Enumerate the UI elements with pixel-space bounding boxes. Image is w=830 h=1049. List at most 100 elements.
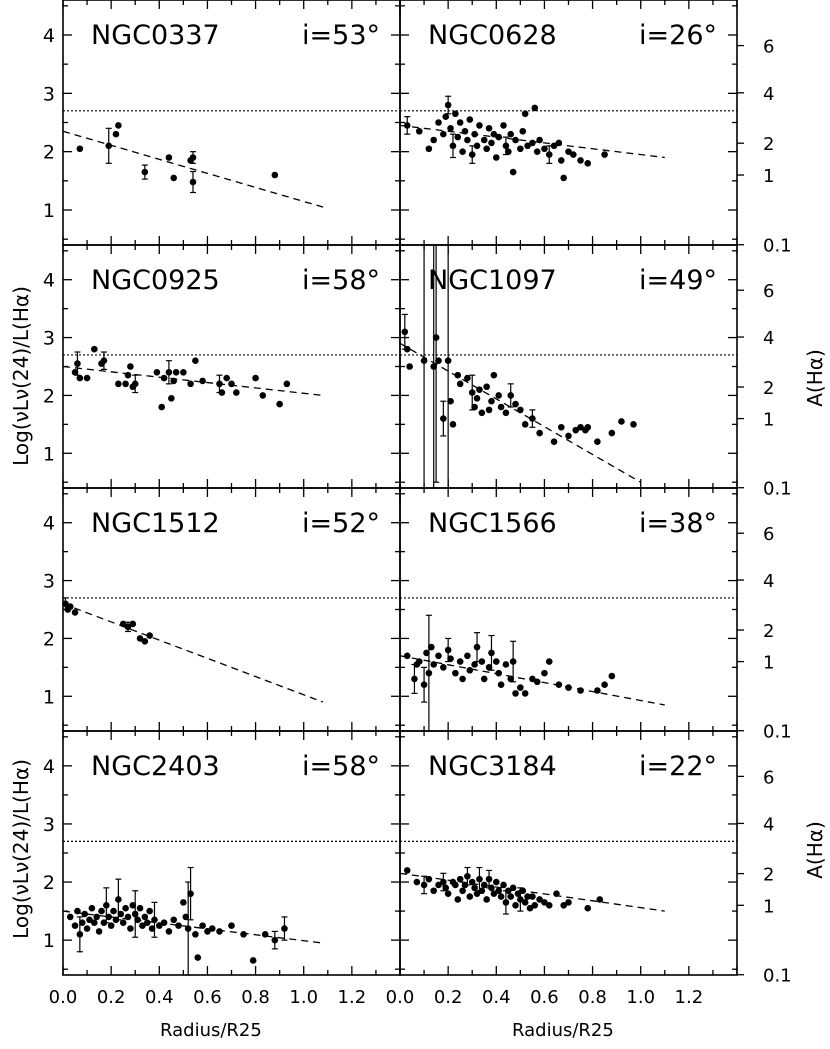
data-point bbox=[456, 380, 464, 388]
data-point bbox=[165, 154, 173, 161]
inclination-label: i=58° bbox=[302, 265, 380, 296]
data-point bbox=[440, 664, 447, 671]
data-point bbox=[509, 884, 517, 892]
data-point bbox=[141, 168, 149, 176]
data-point bbox=[452, 881, 459, 889]
a-tick-label: 1 bbox=[763, 166, 774, 187]
data-point bbox=[71, 368, 79, 376]
data-point bbox=[83, 374, 91, 382]
data-point bbox=[464, 652, 471, 660]
data-point bbox=[271, 936, 279, 944]
data-point bbox=[423, 649, 430, 657]
data-point bbox=[411, 675, 418, 683]
data-point bbox=[521, 110, 529, 118]
data-point bbox=[452, 110, 459, 118]
y-tick-label: 4 bbox=[43, 25, 55, 47]
data-point bbox=[151, 916, 158, 924]
inclination-label: i=38° bbox=[639, 508, 717, 539]
data-point bbox=[440, 878, 447, 886]
data-point bbox=[473, 142, 481, 150]
data-point bbox=[468, 878, 476, 886]
data-point bbox=[565, 432, 572, 440]
data-point bbox=[512, 136, 519, 144]
data-point bbox=[485, 125, 493, 132]
data-point bbox=[478, 887, 486, 895]
data-point bbox=[560, 174, 567, 182]
data-point bbox=[570, 151, 577, 158]
data-point bbox=[577, 687, 584, 694]
data-point bbox=[199, 377, 206, 385]
x-tick-label: 0.0 bbox=[386, 987, 415, 1008]
data-point bbox=[119, 919, 127, 927]
data-point bbox=[471, 661, 478, 668]
data-point bbox=[492, 658, 500, 665]
data-point bbox=[249, 957, 257, 964]
data-point bbox=[141, 913, 149, 921]
data-point bbox=[608, 429, 616, 437]
data-point bbox=[228, 380, 235, 388]
data-point bbox=[550, 438, 558, 446]
data-point bbox=[529, 415, 536, 422]
panel-ngc2403: 1 2 3 4 0.0 0.2 0.4 0.6 0.8 1.0 1.2 NGC2403 i=58° bbox=[43, 730, 401, 1008]
data-point bbox=[76, 374, 84, 382]
data-point bbox=[495, 887, 502, 895]
data-point bbox=[452, 669, 459, 677]
data-point bbox=[180, 368, 187, 376]
data-point bbox=[124, 371, 132, 379]
data-point bbox=[170, 174, 178, 182]
data-point bbox=[473, 643, 481, 651]
data-point bbox=[572, 426, 580, 434]
data-point bbox=[444, 101, 452, 109]
data-point bbox=[435, 652, 442, 660]
data-point bbox=[495, 669, 502, 677]
data-point bbox=[129, 901, 137, 909]
data-point bbox=[440, 130, 447, 138]
data-point bbox=[577, 157, 584, 164]
inclination-label: i=53° bbox=[302, 20, 380, 51]
data-point bbox=[143, 919, 151, 927]
data-point bbox=[160, 374, 168, 382]
data-point bbox=[444, 890, 452, 897]
data-point bbox=[502, 661, 510, 668]
data-point bbox=[115, 896, 122, 903]
data-point bbox=[165, 928, 173, 935]
data-point bbox=[187, 380, 194, 388]
galaxy-label: NGC3184 bbox=[428, 751, 557, 782]
data-point bbox=[100, 357, 108, 365]
data-point bbox=[112, 916, 120, 924]
data-point bbox=[66, 603, 74, 610]
data-point bbox=[495, 392, 502, 399]
data-point bbox=[584, 160, 592, 167]
data-point bbox=[192, 931, 199, 938]
panel-ngc3184: 0.1 1 2 4 6 0.0 0.2 0.4 0.6 0.8 1.0 1.2 NGC3184 i=22° bbox=[386, 730, 792, 1008]
data-point bbox=[427, 643, 435, 651]
data-point bbox=[187, 890, 194, 897]
data-point bbox=[473, 890, 481, 897]
data-point bbox=[218, 389, 226, 396]
data-point bbox=[565, 148, 572, 155]
data-point bbox=[420, 357, 428, 365]
data-point bbox=[497, 893, 505, 900]
data-point bbox=[252, 374, 259, 382]
data-point bbox=[464, 872, 471, 880]
y-tick-label: 3 bbox=[43, 83, 55, 105]
data-point bbox=[601, 681, 608, 689]
data-point bbox=[557, 423, 565, 431]
data-point bbox=[136, 904, 144, 912]
panel-ngc1566: 0.1 1 2 4 6 NGC1566 i=38° bbox=[399, 487, 792, 743]
y-tick-label: 4 bbox=[43, 756, 55, 778]
data-point bbox=[500, 122, 507, 129]
data-point bbox=[435, 357, 442, 365]
data-point bbox=[550, 142, 558, 150]
data-point bbox=[184, 925, 192, 932]
a-tick-label: 0.1 bbox=[763, 966, 792, 987]
y-tick-label: 3 bbox=[43, 571, 55, 593]
data-point bbox=[495, 133, 502, 141]
data-point bbox=[98, 907, 105, 915]
data-point bbox=[464, 374, 471, 382]
data-point bbox=[283, 380, 291, 388]
data-point bbox=[468, 151, 476, 158]
data-point bbox=[90, 345, 98, 353]
data-point bbox=[129, 620, 137, 628]
data-point bbox=[483, 896, 490, 903]
